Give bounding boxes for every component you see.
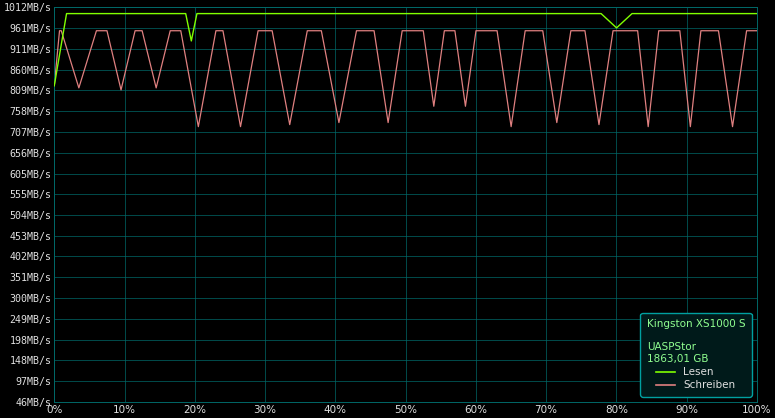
Legend: Lesen, Schreiben: Lesen, Schreiben [640,313,752,397]
